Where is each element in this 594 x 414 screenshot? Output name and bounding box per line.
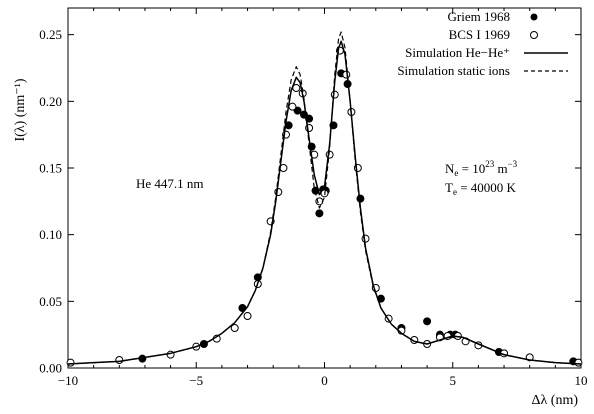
series-line-simulation-static [67, 31, 582, 365]
series-line-simulation-he [67, 40, 582, 365]
y-tick-label: 0.00 [39, 361, 62, 376]
ne-exponent: 23 [485, 159, 495, 169]
legend-marker-griem [530, 13, 538, 21]
y-axis-label: I(λ) (nm⁻¹) [13, 78, 28, 141]
x-tick-label: −10 [58, 373, 78, 388]
x-tick-label: −5 [189, 373, 203, 388]
ne-unit-exponent: −3 [508, 159, 518, 169]
legend-label-bcs: BCS I 1969 [449, 27, 510, 42]
data-point-bcs [330, 90, 339, 99]
te-symbol: T [445, 180, 453, 195]
x-tick-label: 0 [321, 373, 328, 388]
series-3 [67, 31, 582, 365]
x-axis-label: Δλ (nm) [531, 393, 578, 408]
series-2 [67, 40, 582, 365]
te-subscript: e [453, 187, 457, 197]
data-point-bcs [574, 358, 583, 367]
series-1 [66, 46, 583, 367]
ne-subscript: e [454, 168, 458, 178]
legend-label-sim-static: Simulation static ions [397, 63, 510, 78]
line-name-annotation: He 447.1 nm [136, 176, 204, 191]
legend-label-sim-he: Simulation He−He⁺ [405, 45, 510, 60]
y-tick-label: 0.05 [39, 294, 62, 309]
legend-marker-bcs [530, 31, 538, 39]
data-point-bcs [288, 102, 297, 111]
y-tick-label: 0.10 [39, 227, 62, 242]
data-point-griem [293, 106, 302, 115]
y-tick-label: 0.25 [39, 27, 62, 42]
te-equals: = 40000 K [457, 180, 517, 195]
data-point-griem [315, 209, 324, 218]
legend: Griem 1968 BCS I 1969 Simulation He−He⁺ … [397, 9, 568, 78]
te-annotation: Te = 40000 K [445, 180, 517, 197]
legend-label-griem: Griem 1968 [448, 9, 510, 24]
ne-annotation: Ne = 1023 m−3 [445, 159, 518, 178]
data-point-bcs [66, 358, 75, 367]
axis-ticks-layer: −10 −5 0 5 10 0.00 0.05 0.10 0.15 0.20 0.25 [39, 8, 588, 388]
ne-equals: = 10 [458, 161, 485, 176]
data-point-griem [423, 317, 432, 326]
data-point-bcs [230, 324, 239, 332]
data-point-bcs [243, 312, 252, 320]
data-point-bcs [115, 356, 124, 364]
x-tick-label: 10 [575, 373, 588, 388]
series-0 [138, 69, 578, 366]
y-tick-label: 0.15 [39, 161, 62, 176]
y-tick-label: 0.20 [39, 94, 62, 109]
ne-unit: m [494, 161, 507, 176]
x-tick-label: 5 [450, 373, 457, 388]
series-layer [66, 31, 583, 367]
ne-symbol: N [445, 161, 455, 176]
